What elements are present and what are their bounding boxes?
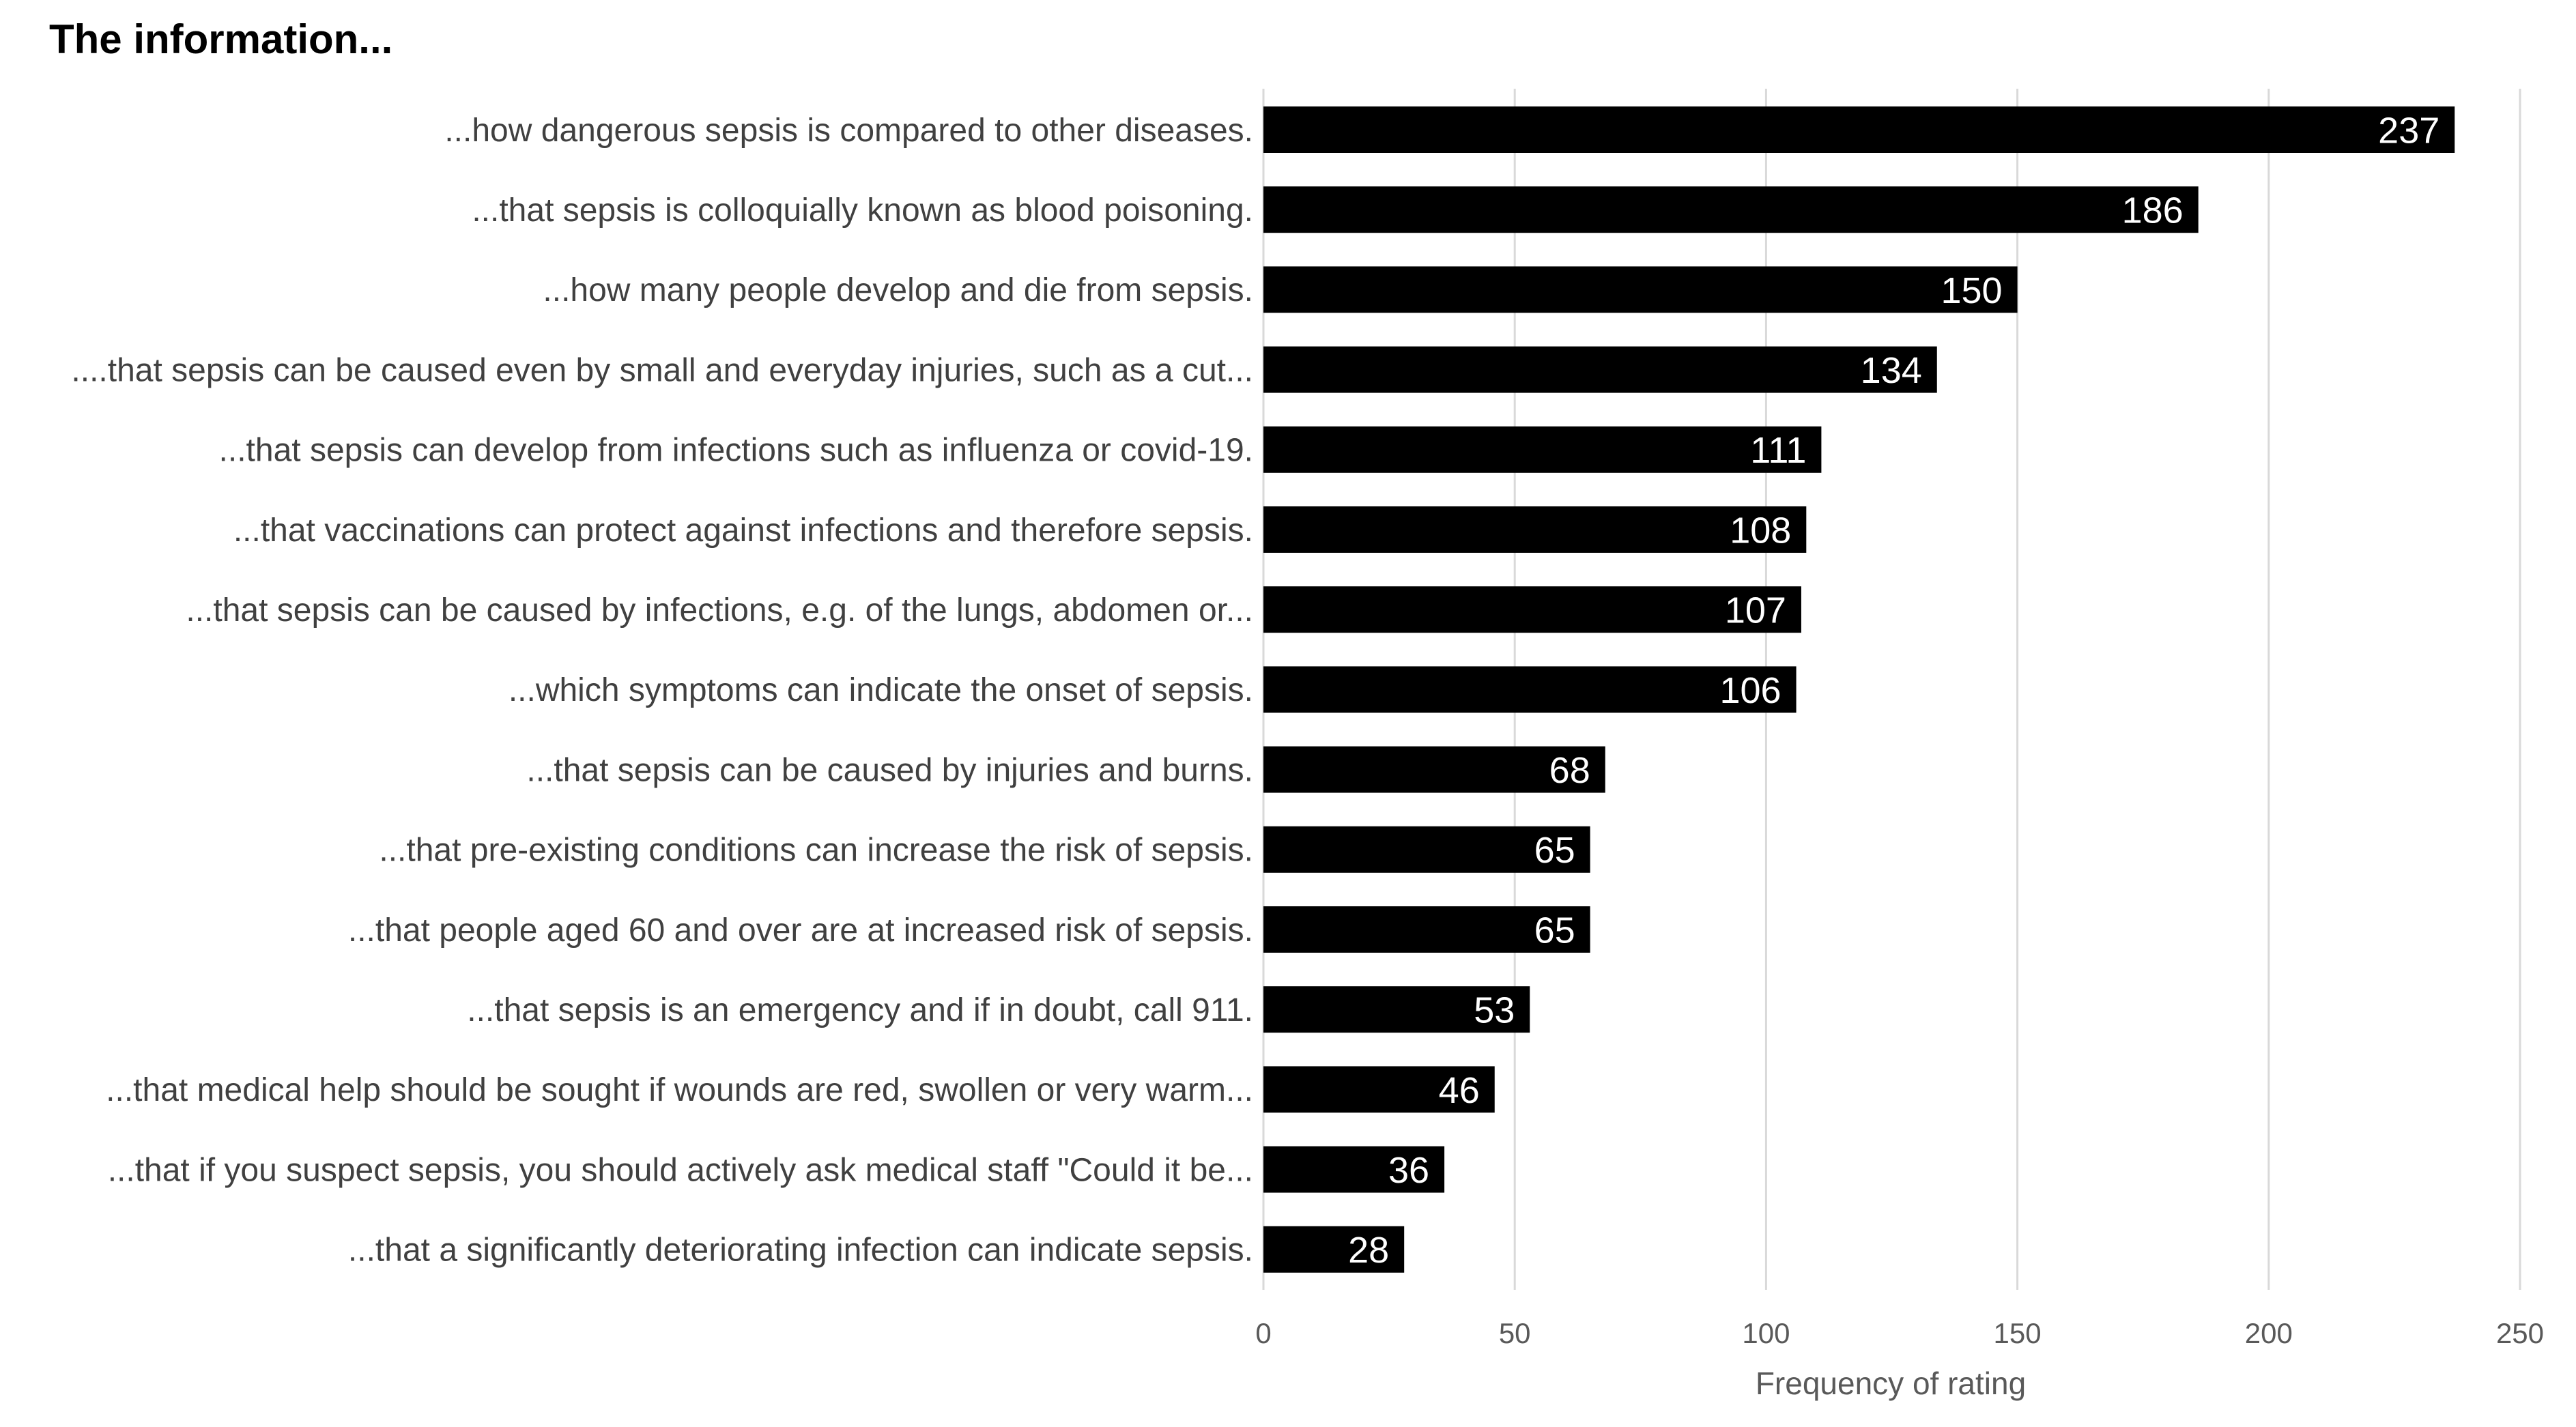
- bar-value-label: 106: [1719, 670, 1781, 711]
- category-label: ...that pre-existing conditions can incr…: [379, 833, 1253, 869]
- bar-value-label: 65: [1534, 910, 1575, 951]
- x-tick-label: 150: [1994, 1317, 2042, 1349]
- bar-value-label: 186: [2122, 190, 2184, 231]
- x-tick-label: 100: [1742, 1317, 1790, 1349]
- bar: [1263, 1146, 1445, 1193]
- bar-value-label: 68: [1549, 750, 1590, 791]
- bar-value-label: 150: [1941, 270, 2002, 311]
- bar: [1263, 1066, 1495, 1113]
- x-tick-label: 0: [1255, 1317, 1271, 1349]
- bar: [1263, 746, 1605, 793]
- category-labels: ...how dangerous sepsis is compared to o…: [71, 113, 1253, 1269]
- category-label: ...that if you suspect sepsis, you shoul…: [108, 1152, 1253, 1188]
- bar: [1263, 586, 1801, 633]
- category-label: ...which symptoms can indicate the onset…: [509, 672, 1253, 708]
- bar-value-label: 111: [1750, 430, 1806, 471]
- category-label: ...that sepsis can be caused by infectio…: [186, 592, 1253, 629]
- bar: [1263, 986, 1530, 1033]
- bar: [1263, 1226, 1405, 1273]
- bar: [1263, 666, 1797, 713]
- bar: [1263, 266, 2018, 313]
- bar-value-label: 28: [1348, 1230, 1389, 1271]
- bar-value-label: 237: [2378, 110, 2439, 151]
- bar-value-label: 53: [1474, 990, 1515, 1031]
- x-tick-label: 200: [2245, 1317, 2293, 1349]
- x-axis-title: Frequency of rating: [1756, 1366, 2026, 1401]
- category-label: ...that sepsis can develop from infectio…: [219, 433, 1253, 469]
- category-label: ...how dangerous sepsis is compared to o…: [444, 113, 1253, 149]
- bar: [1263, 346, 1937, 393]
- bar-value-label: 108: [1730, 510, 1791, 551]
- category-label: ...that medical help should be sought if…: [106, 1072, 1253, 1108]
- x-tick-label: 50: [1499, 1317, 1531, 1349]
- bar: [1263, 506, 1807, 553]
- category-label: ...that vaccinations can protect against…: [233, 513, 1253, 549]
- category-label: ....that sepsis can be caused even by sm…: [71, 352, 1253, 388]
- category-label: ...that sepsis is colloquially known as …: [472, 192, 1253, 229]
- bar: [1263, 186, 2199, 233]
- bar: [1263, 826, 1590, 873]
- bar: [1263, 106, 2455, 153]
- x-tick-label: 250: [2496, 1317, 2544, 1349]
- category-label: ...that a significantly deteriorating in…: [348, 1233, 1253, 1269]
- category-label: ...how many people develop and die from …: [543, 272, 1253, 308]
- bar-value-label: 36: [1388, 1150, 1429, 1191]
- bar: [1263, 426, 1822, 473]
- category-label: ...that sepsis is an emergency and if in…: [467, 992, 1253, 1028]
- x-axis-ticks: 0 50 100 150 200 250: [1255, 1317, 2544, 1349]
- category-label: ...that sepsis can be caused by injuries…: [526, 752, 1253, 788]
- bar: [1263, 906, 1590, 953]
- category-label: ...that people aged 60 and over are at i…: [348, 912, 1253, 949]
- bar-value-label: 65: [1534, 830, 1575, 871]
- chart-title: The information...: [49, 16, 392, 62]
- bar-value-label: 107: [1725, 590, 1786, 631]
- bar-value-label: 134: [1861, 350, 1922, 391]
- bar-value-label: 46: [1439, 1070, 1480, 1111]
